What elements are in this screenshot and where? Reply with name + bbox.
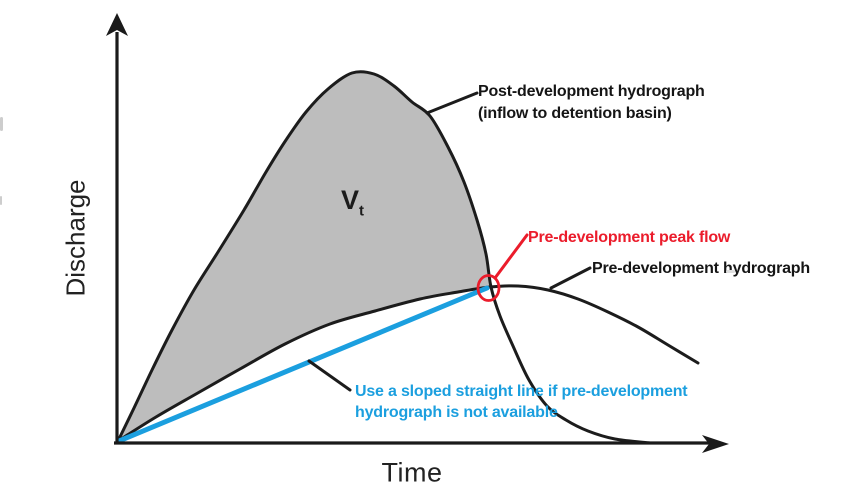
sloped-line-note-line2: hydrograph is not available — [355, 404, 558, 421]
note-leader-line — [307, 359, 352, 392]
y-axis-arrowhead-icon — [106, 13, 128, 36]
peak-flow-label: Pre-development peak flow — [528, 229, 731, 246]
post-development-leader-line — [425, 91, 479, 115]
y-axis-label: Discharge — [60, 179, 91, 297]
volume-symbol: V — [341, 185, 360, 215]
x-axis-arrowhead-icon — [702, 435, 729, 453]
scan-artifact — [726, 270, 735, 273]
sloped-line-note: Use a sloped straight line if pre-develo… — [355, 381, 688, 423]
peak-flow-leader-line — [493, 233, 529, 280]
volume-subscript: t — [359, 202, 365, 220]
vt-shaded-region — [118, 71, 491, 441]
pre-development-leader-line — [549, 266, 592, 290]
post-development-curve — [116, 70, 652, 445]
peak-flow-circle — [476, 274, 501, 302]
sloped-straight-line — [116, 285, 490, 444]
x-axis-label: Time — [381, 457, 443, 488]
post-development-label: Post-development hydrograph (inflow to d… — [478, 81, 705, 125]
volume-label: Vt — [341, 185, 365, 220]
post-development-label-line2: (inflow to detention basin) — [478, 105, 672, 122]
post-development-label-line1: Post-development hydrograph — [478, 83, 705, 100]
pre-development-label: Pre-development hydrograph — [592, 260, 810, 277]
scan-artifact — [0, 196, 2, 205]
scan-artifact — [0, 117, 3, 131]
pre-development-curve — [116, 284, 700, 443]
sloped-line-note-line1: Use a sloped straight line if pre-develo… — [355, 383, 688, 400]
